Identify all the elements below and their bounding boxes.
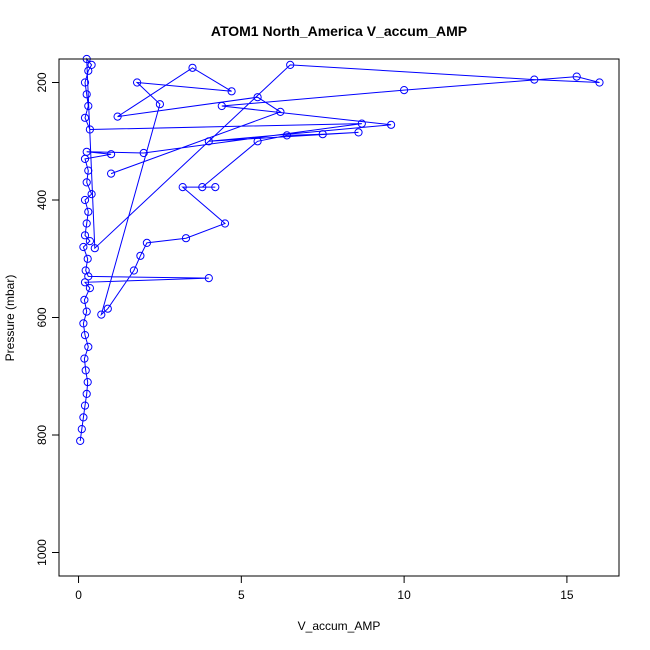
series-line	[80, 59, 599, 441]
x-tick-label: 5	[238, 588, 245, 602]
y-tick-label: 800	[35, 425, 49, 445]
chart-title: ATOM1 North_America V_accum_AMP	[211, 23, 467, 39]
plot-series	[77, 55, 604, 444]
x-axis: 0 5 10 15	[75, 576, 574, 602]
x-tick-label: 0	[75, 588, 82, 602]
y-axis-label: Pressure (mbar)	[3, 275, 17, 362]
y-tick-label: 1000	[35, 539, 49, 566]
y-tick-label: 200	[35, 72, 49, 92]
y-tick-label: 600	[35, 307, 49, 327]
y-tick-label: 400	[35, 190, 49, 210]
x-tick-label: 10	[397, 588, 411, 602]
x-axis-label: V_accum_AMP	[298, 619, 381, 633]
y-axis: 200 400 600 800 1000	[35, 72, 59, 566]
x-tick-label: 15	[560, 588, 574, 602]
plot-frame	[59, 59, 619, 576]
